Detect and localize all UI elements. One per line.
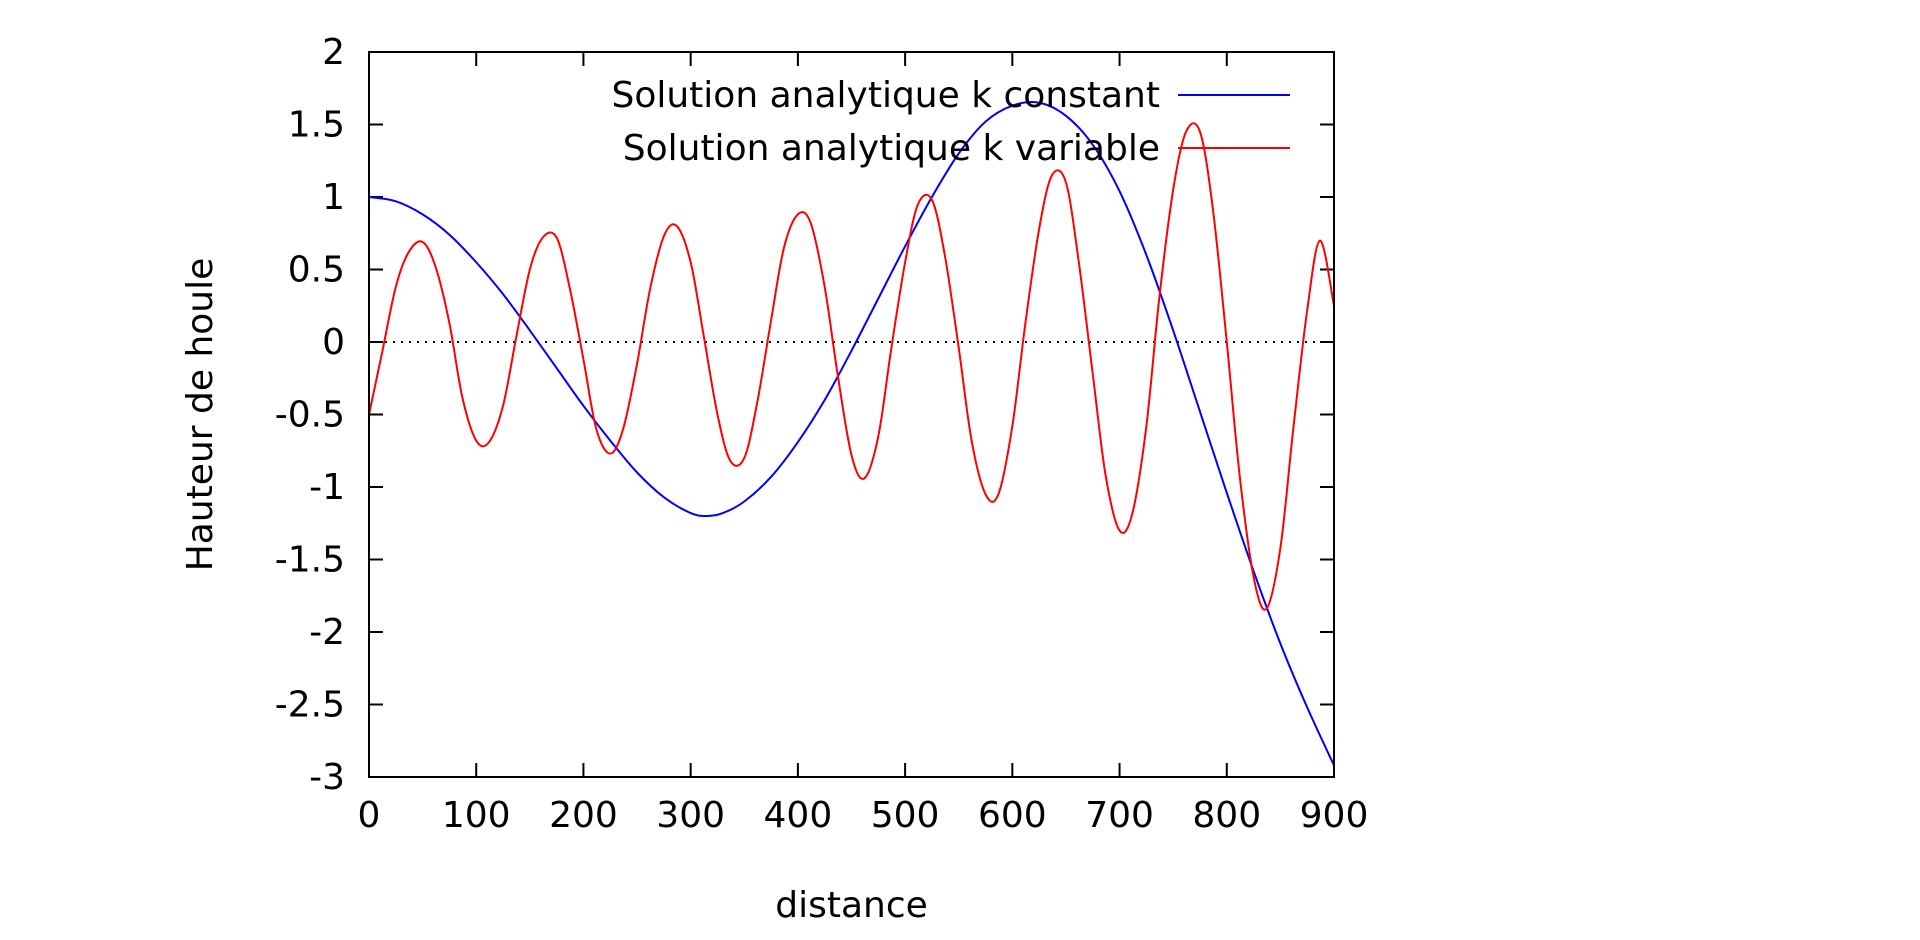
y-tick-label: -2 bbox=[309, 612, 345, 653]
legend-label-k-constant: Solution analytique k constant bbox=[611, 75, 1160, 116]
y-tick-label: 1.5 bbox=[288, 105, 345, 146]
y-tick-label: 1 bbox=[322, 177, 345, 218]
y-tick-label: -2.5 bbox=[275, 685, 345, 726]
x-tick-label: 200 bbox=[549, 795, 618, 836]
y-tick-label: -0.5 bbox=[275, 395, 345, 436]
x-tick-label: 600 bbox=[978, 795, 1047, 836]
y-tick-labels: -3 -2.5 -2 -1.5 -1 -0.5 0 0.5 1 1.5 2 bbox=[275, 32, 345, 798]
axis-ticks bbox=[368, 51, 1335, 778]
y-axis-label: Hauteur de houle bbox=[180, 258, 221, 572]
y-tick-label: -1.5 bbox=[275, 540, 345, 581]
plot-frame bbox=[368, 51, 1335, 778]
y-tick-label: -1 bbox=[309, 467, 345, 508]
legend: Solution analytique k constant Solution … bbox=[611, 75, 1290, 169]
x-tick-label: 300 bbox=[656, 795, 725, 836]
x-tick-label: 400 bbox=[764, 795, 833, 836]
series-line-k-variable bbox=[368, 122, 1335, 611]
x-tick-label: 900 bbox=[1300, 795, 1369, 836]
x-tick-label: 800 bbox=[1192, 795, 1261, 836]
y-tick-label: -3 bbox=[309, 757, 345, 798]
x-axis-label: distance bbox=[775, 885, 928, 926]
x-tick-label: 100 bbox=[442, 795, 511, 836]
y-tick-label: 0.5 bbox=[288, 250, 345, 291]
x-tick-label: 700 bbox=[1085, 795, 1154, 836]
series-lines bbox=[368, 101, 1335, 766]
x-tick-labels: 0 100 200 300 400 500 600 700 800 900 bbox=[358, 795, 1369, 836]
y-tick-label: 0 bbox=[322, 322, 345, 363]
series-line-k-constant bbox=[368, 101, 1335, 766]
x-tick-label: 0 bbox=[358, 795, 381, 836]
legend-label-k-variable: Solution analytique k variable bbox=[623, 128, 1160, 169]
y-tick-label: 2 bbox=[322, 32, 345, 73]
x-tick-label: 500 bbox=[871, 795, 940, 836]
